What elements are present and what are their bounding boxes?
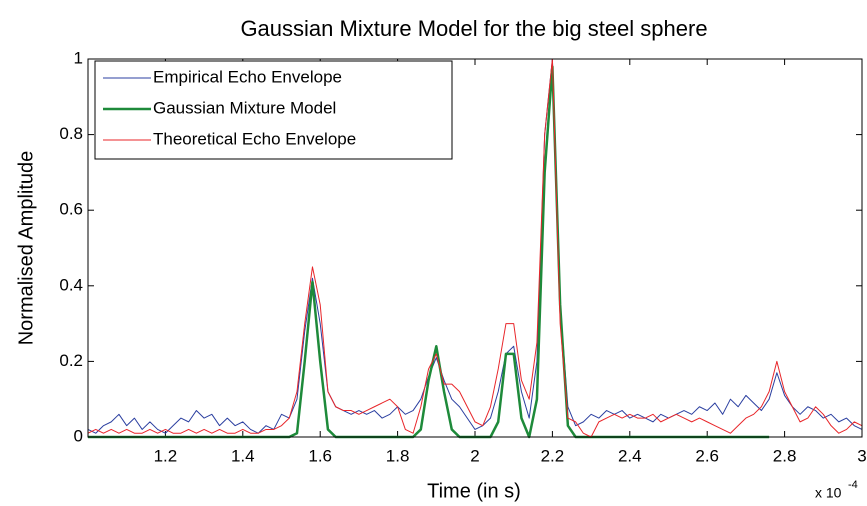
plot-frame (87, 58, 863, 438)
legend-label: Theoretical Echo Envelope (153, 129, 356, 148)
y-tick-label: 0.6 (59, 200, 83, 219)
y-tick-label: 0.2 (59, 351, 83, 370)
y-tick-label: 0.4 (59, 275, 83, 294)
y-tick-label: 0 (74, 426, 83, 445)
x-tick-label: 3 (857, 446, 866, 465)
legend-label: Empirical Echo Envelope (153, 67, 342, 86)
x-tick-label: 1.2 (154, 446, 178, 465)
y-tick-label: 1 (74, 48, 83, 67)
x-scale-exponent: -4 (848, 479, 858, 491)
x-scale-label: x 10 (815, 485, 842, 501)
x-tick-label: 1.4 (231, 446, 255, 465)
x-tick-label: 2.6 (695, 446, 719, 465)
x-tick-label: 2.4 (618, 446, 642, 465)
chart-title: Gaussian Mixture Model for the big steel… (240, 16, 707, 41)
x-tick-label: 1.8 (386, 446, 410, 465)
legend-box (94, 60, 453, 160)
y-tick-label: 0.8 (59, 124, 83, 143)
legend-label: Gaussian Mixture Model (153, 98, 336, 117)
series-line (87, 58, 863, 438)
x-tick-label: 1.6 (308, 446, 332, 465)
x-axis-label: Time (in s) (427, 480, 521, 502)
x-tick-label: 2.2 (541, 446, 565, 465)
series-line (87, 58, 863, 434)
y-axis-label: Normalised Amplitude (15, 151, 37, 346)
x-tick-label: 2 (470, 446, 479, 465)
x-tick-label: 2.8 (773, 446, 797, 465)
